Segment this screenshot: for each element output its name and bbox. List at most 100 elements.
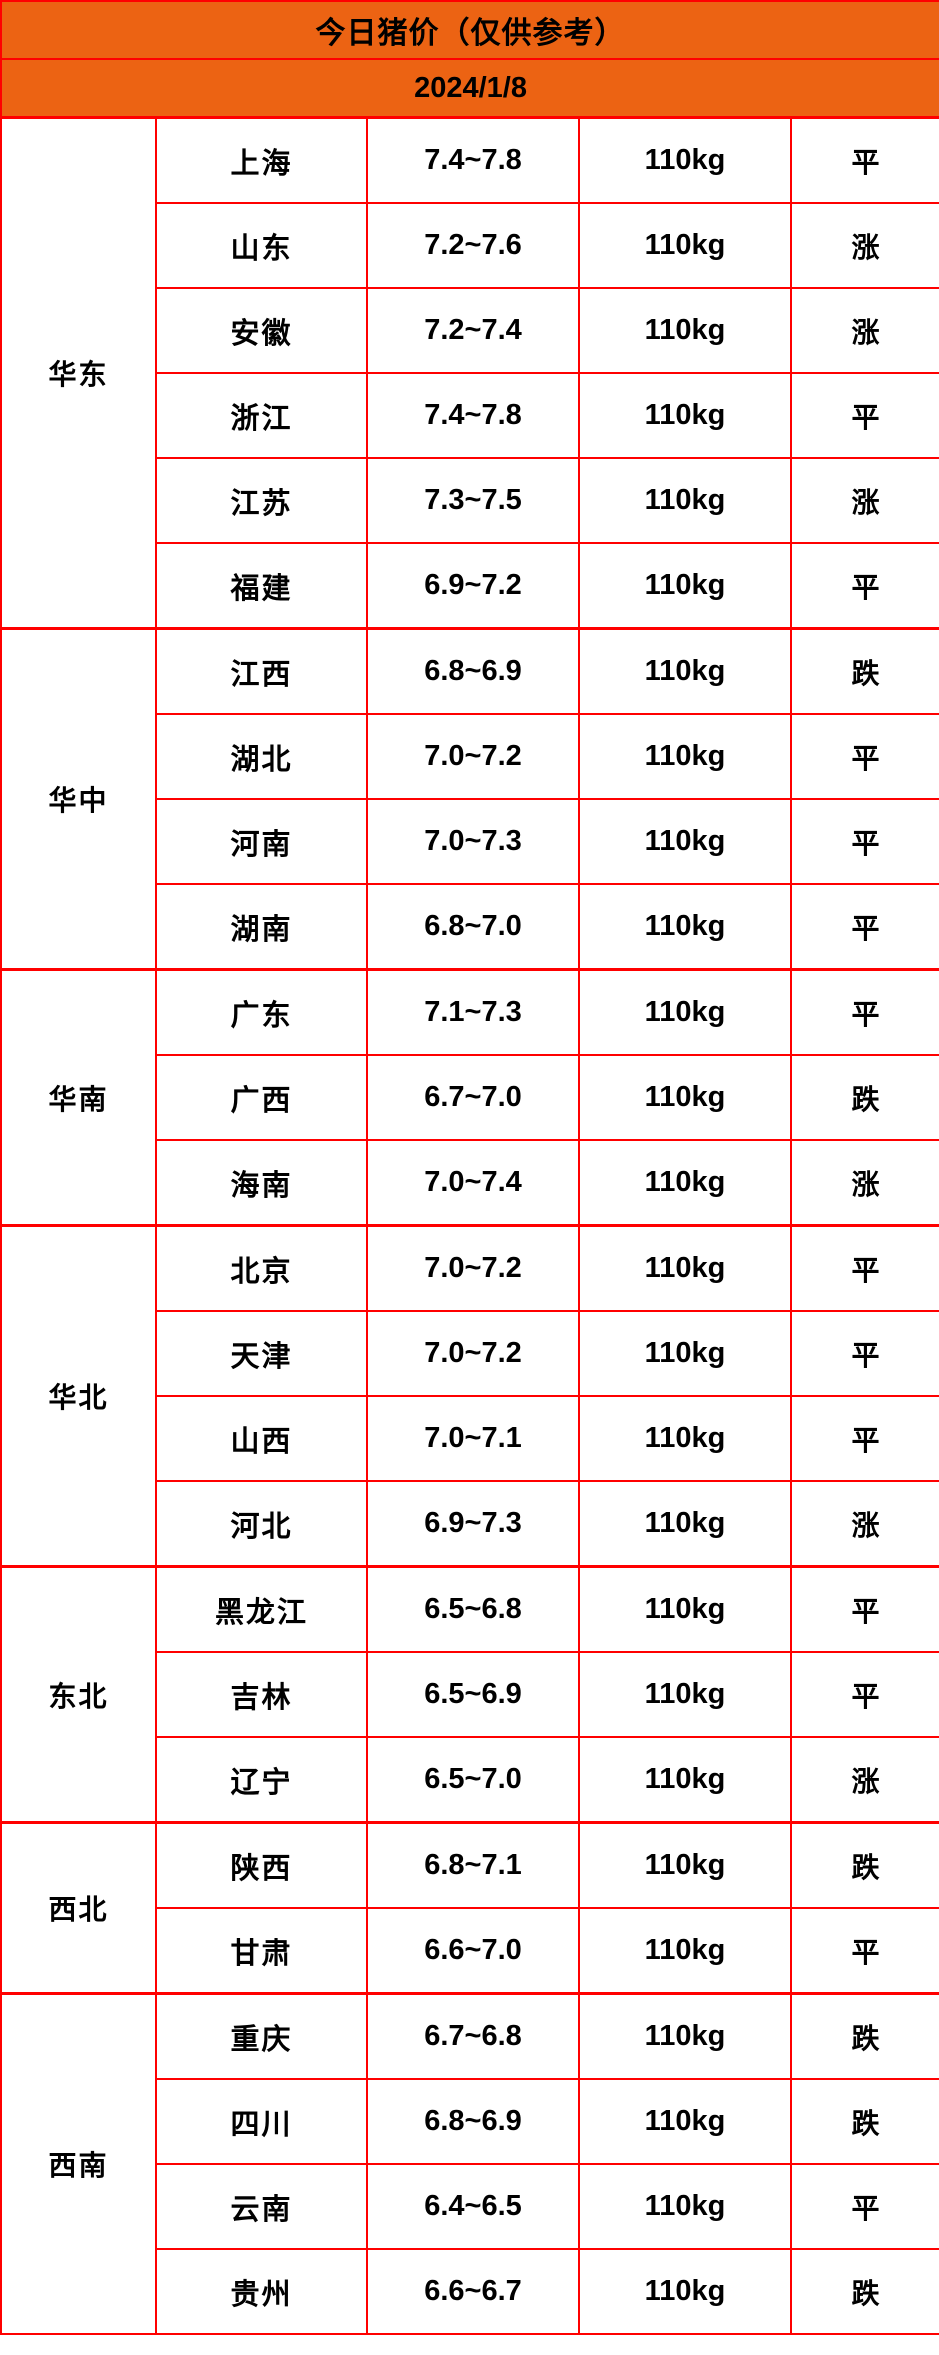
weight-cell: 110kg xyxy=(578,116,792,204)
region-name-cell: 东北 xyxy=(0,1565,157,1824)
province-name-cell: 江苏 xyxy=(155,457,368,544)
province-name-cell: 广东 xyxy=(155,968,368,1056)
table-row: 吉林 6.5~6.9 110kg 平 xyxy=(1,1651,939,1738)
trend-status-badge: 平 xyxy=(789,1907,939,1995)
price-range-cell: 7.2~7.4 xyxy=(366,287,580,374)
table-row: 四川 6.8~6.9 110kg 跌 xyxy=(1,2078,939,2165)
province-name-cell: 陕西 xyxy=(155,1821,368,1909)
price-range-cell: 6.8~7.1 xyxy=(366,1821,580,1909)
report-date: 2024/1/8 xyxy=(0,58,939,119)
table-row: 华南 广东 7.1~7.3 110kg 平 xyxy=(0,968,939,1227)
trend-status-badge: 平 xyxy=(789,116,939,204)
weight-cell: 110kg xyxy=(578,883,792,971)
province-name-cell: 湖南 xyxy=(155,883,368,971)
province-name-cell: 重庆 xyxy=(155,1992,368,2080)
province-name-cell: 云南 xyxy=(155,2163,368,2250)
table-row: 东北 黑龙江 6.5~6.8 110kg 平 xyxy=(0,1565,939,1824)
province-name-cell: 湖北 xyxy=(155,713,368,800)
table-row: 西北 陕西 6.8~7.1 110kg 跌 xyxy=(0,1821,939,1995)
trend-status-badge: 涨 xyxy=(789,1736,939,1824)
price-range-cell: 6.5~7.0 xyxy=(366,1736,580,1824)
trend-status-badge: 跌 xyxy=(789,2078,939,2165)
trend-status-badge: 平 xyxy=(789,1395,939,1482)
price-range-cell: 7.0~7.2 xyxy=(366,1310,580,1397)
province-name-cell: 浙江 xyxy=(155,372,368,459)
price-range-cell: 7.4~7.8 xyxy=(366,116,580,204)
weight-cell: 110kg xyxy=(578,1054,792,1141)
trend-status-badge: 涨 xyxy=(789,1480,939,1568)
weight-cell: 110kg xyxy=(578,542,792,630)
trend-status-badge: 平 xyxy=(789,798,939,885)
trend-status-badge: 跌 xyxy=(789,1821,939,1909)
table-row: 河北 6.9~7.3 110kg 涨 xyxy=(1,1480,939,1568)
table-row: 云南 6.4~6.5 110kg 平 xyxy=(1,2163,939,2250)
table-row: 安徽 7.2~7.4 110kg 涨 xyxy=(1,287,939,374)
province-name-cell: 福建 xyxy=(155,542,368,630)
title-row: 今日猪价（仅供参考） xyxy=(0,0,939,60)
trend-status-badge: 跌 xyxy=(789,1992,939,2080)
table-row: 甘肃 6.6~7.0 110kg 平 xyxy=(1,1907,939,1995)
weight-cell: 110kg xyxy=(578,713,792,800)
price-range-cell: 6.8~6.9 xyxy=(366,2078,580,2165)
province-name-cell: 贵州 xyxy=(155,2248,368,2335)
price-range-cell: 7.1~7.3 xyxy=(366,968,580,1056)
weight-cell: 110kg xyxy=(578,1736,792,1824)
price-range-cell: 6.9~7.3 xyxy=(366,1480,580,1568)
province-name-cell: 山东 xyxy=(155,202,368,289)
price-range-cell: 6.9~7.2 xyxy=(366,542,580,630)
price-range-cell: 7.0~7.2 xyxy=(366,1224,580,1312)
weight-cell: 110kg xyxy=(578,1480,792,1568)
province-name-cell: 天津 xyxy=(155,1310,368,1397)
trend-status-badge: 跌 xyxy=(789,1054,939,1141)
price-range-cell: 6.5~6.9 xyxy=(366,1651,580,1738)
trend-status-badge: 涨 xyxy=(789,1139,939,1227)
province-name-cell: 广西 xyxy=(155,1054,368,1141)
price-range-cell: 7.0~7.2 xyxy=(366,713,580,800)
weight-cell: 110kg xyxy=(578,202,792,289)
trend-status-badge: 平 xyxy=(789,968,939,1056)
weight-cell: 110kg xyxy=(578,968,792,1056)
weight-cell: 110kg xyxy=(578,2163,792,2250)
trend-status-badge: 平 xyxy=(789,1310,939,1397)
price-range-cell: 7.2~7.6 xyxy=(366,202,580,289)
region-name-cell: 华东 xyxy=(0,116,157,630)
province-name-cell: 辽宁 xyxy=(155,1736,368,1824)
trend-status-badge: 平 xyxy=(789,372,939,459)
province-name-cell: 河北 xyxy=(155,1480,368,1568)
price-range-cell: 6.8~7.0 xyxy=(366,883,580,971)
trend-status-badge: 跌 xyxy=(789,2248,939,2335)
weight-cell: 110kg xyxy=(578,2078,792,2165)
weight-cell: 110kg xyxy=(578,1224,792,1312)
province-name-cell: 安徽 xyxy=(155,287,368,374)
table-row: 华北 北京 7.0~7.2 110kg 平 xyxy=(0,1224,939,1568)
trend-status-badge: 平 xyxy=(789,1224,939,1312)
table-row: 天津 7.0~7.2 110kg 平 xyxy=(1,1310,939,1397)
trend-status-badge: 涨 xyxy=(789,202,939,289)
province-name-cell: 黑龙江 xyxy=(155,1565,368,1653)
region-name-cell: 华中 xyxy=(0,627,157,971)
price-range-cell: 7.0~7.1 xyxy=(366,1395,580,1482)
price-range-cell: 7.0~7.4 xyxy=(366,1139,580,1227)
weight-cell: 110kg xyxy=(578,1907,792,1995)
trend-status-badge: 涨 xyxy=(789,457,939,544)
weight-cell: 110kg xyxy=(578,1821,792,1909)
table-row: 海南 7.0~7.4 110kg 涨 xyxy=(1,1139,939,1227)
weight-cell: 110kg xyxy=(578,1395,792,1482)
province-name-cell: 四川 xyxy=(155,2078,368,2165)
price-range-cell: 6.6~6.7 xyxy=(366,2248,580,2335)
province-name-cell: 海南 xyxy=(155,1139,368,1227)
price-rows-body: 华东 上海 7.4~7.8 110kg 平山东 7.2~7.6 110kg 涨安徽 7.2~7.… xyxy=(0,116,939,2335)
province-name-cell: 上海 xyxy=(155,116,368,204)
weight-cell: 110kg xyxy=(578,798,792,885)
province-name-cell: 吉林 xyxy=(155,1651,368,1738)
price-range-cell: 6.5~6.8 xyxy=(366,1565,580,1653)
table-body: 今日猪价（仅供参考） 2024/1/8 xyxy=(0,0,939,119)
price-range-cell: 6.6~7.0 xyxy=(366,1907,580,1995)
price-range-cell: 6.7~7.0 xyxy=(366,1054,580,1141)
table-row: 华中 江西 6.8~6.9 110kg 跌 xyxy=(0,627,939,971)
trend-status-badge: 平 xyxy=(789,2163,939,2250)
page-title: 今日猪价（仅供参考） xyxy=(0,0,939,60)
province-name-cell: 河南 xyxy=(155,798,368,885)
weight-cell: 110kg xyxy=(578,287,792,374)
province-name-cell: 北京 xyxy=(155,1224,368,1312)
